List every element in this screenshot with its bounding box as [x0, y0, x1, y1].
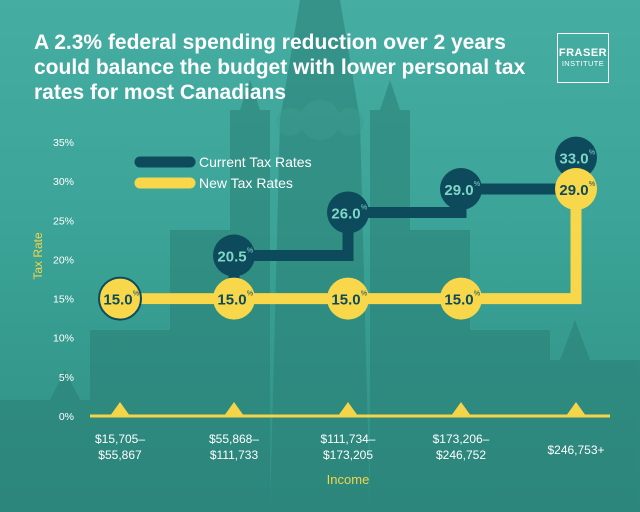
x-tick-label: $111,733 [210, 448, 259, 462]
x-axis-marker [110, 402, 130, 416]
current-rate-label: 29.0 [444, 182, 473, 199]
fraser-institute-logo: FRASER INSTITUTE [557, 33, 609, 83]
y-tick-label: 0% [59, 411, 74, 423]
y-tick-label: 25% [53, 215, 74, 227]
current-rate-unit: % [474, 181, 480, 188]
current-rate-unit: % [247, 248, 253, 255]
new-rate-unit: % [247, 291, 253, 298]
new-rate-label: 15.0 [444, 292, 473, 309]
y-tick-label: 35% [53, 137, 74, 149]
new-rate-label: 29.0 [559, 182, 588, 199]
x-tick-label: $173,205 [323, 448, 373, 462]
x-axis-marker [566, 402, 586, 416]
current-rate-unit: % [361, 204, 367, 211]
x-axis-marker [224, 402, 244, 416]
current-rate-point [213, 234, 255, 277]
x-axis-marker [338, 402, 358, 416]
x-axis-marker [451, 402, 471, 416]
current-rate-point [440, 167, 482, 210]
y-axis-label: Tax Rate [31, 232, 45, 280]
x-tick-label: $55,867 [98, 448, 142, 462]
current-rate-label: 26.0 [331, 205, 360, 222]
current-rate-label: 20.5 [217, 249, 246, 266]
x-tick-label: $173,206– [433, 432, 490, 446]
x-axis-label: Income [327, 472, 370, 487]
new-rate-point [327, 277, 369, 320]
current-rate-point [327, 191, 369, 234]
x-tick-label: $55,868– [209, 432, 259, 446]
new-rate-point [98, 276, 142, 321]
new-rate-label: 15.0 [217, 292, 246, 309]
legend-label: Current Tax Rates [199, 154, 312, 170]
new-rate-point [440, 277, 482, 320]
y-tick-label: 15% [53, 294, 74, 306]
logo-line-1: FRASER [558, 47, 608, 59]
chart-title: A 2.3% federal spending reduction over 2… [34, 31, 526, 104]
y-tick-label: 30% [53, 176, 74, 188]
new-rate-point [555, 167, 597, 210]
legend-label: New Tax Rates [199, 175, 293, 191]
new-rate-unit: % [133, 291, 139, 298]
y-tick-label: 10% [53, 333, 74, 345]
current-rate-point [555, 136, 597, 179]
new-rate-label: 15.0 [331, 292, 360, 309]
new-rate-point [213, 277, 255, 320]
logo-line-2: INSTITUTE [561, 59, 605, 68]
new-rate-label: 15.0 [103, 292, 132, 309]
new-rate-unit: % [589, 181, 595, 188]
new-rate-unit: % [474, 291, 480, 298]
x-tick-label: $15,705– [95, 432, 145, 446]
current-rate-label: 33.0 [559, 151, 588, 168]
new-rate-unit: % [361, 291, 367, 298]
x-tick-label: $246,753+ [547, 443, 604, 457]
y-tick-label: 5% [59, 372, 74, 384]
x-tick-label: $111,734– [321, 432, 376, 446]
current-rate-unit: % [589, 150, 595, 157]
x-tick-label: $246,752 [436, 448, 486, 462]
y-tick-label: 20% [53, 254, 74, 266]
